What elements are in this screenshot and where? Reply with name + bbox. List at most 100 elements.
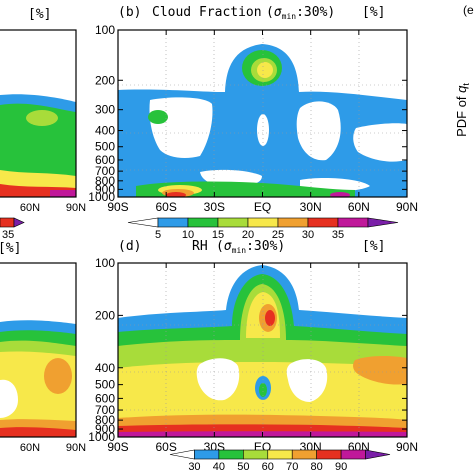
ytick-label: 800 (95, 413, 115, 427)
panel-c: [%] 60N 90N (0, 241, 86, 454)
panel-b-contour-30 (166, 192, 186, 197)
colorbar-label: 50 (237, 461, 249, 473)
colorbar-label: 90 (335, 461, 347, 473)
panel-c-xtick-60n: 60N (20, 442, 40, 454)
panel-a-yellow-green-blob (26, 110, 58, 126)
panel-a-xtick-60n: 60N (20, 202, 40, 214)
panel-d-hole-center-inner (259, 383, 267, 397)
panel-b-hole-right (296, 101, 341, 161)
panel-a-units: [%] (28, 7, 51, 22)
panel-c-xtick-90n: 90N (66, 442, 86, 454)
panel-e-ylabel-sub: t (461, 83, 471, 86)
ytick-label: 200 (95, 308, 115, 322)
ytick-label: 400 (95, 361, 115, 375)
panel-e-ylabel-text: PDF of (454, 93, 469, 137)
ytick-label: 900 (95, 422, 115, 436)
colorbar-label: 10 (182, 229, 194, 241)
ytick-label: 800 (95, 174, 115, 188)
panel-a-colorbar: 35 (0, 217, 25, 241)
panel-d-colorbar: 30 40 50 60 70 80 90 (169, 449, 391, 473)
panel-d-label: (d) (118, 239, 141, 254)
colorbar-label: 70 (286, 461, 298, 473)
colorbar-high-triangle (367, 217, 399, 228)
colorbar-label: 30 (302, 229, 314, 241)
ytick-label: 500 (95, 378, 115, 392)
colorbar-swatch (218, 449, 244, 460)
colorbar-swatch (291, 449, 317, 460)
panel-e-label: (e (463, 3, 474, 17)
panel-a-green-field (0, 103, 76, 182)
ytick-label: 900 (95, 182, 115, 196)
xtick-label: 30N (300, 200, 322, 214)
panel-b-sigma-symbol: σ (274, 5, 282, 20)
colorbar-label: 35 (332, 229, 344, 241)
xtick-label: 90N (396, 200, 418, 214)
panel-a-frame (0, 29, 77, 198)
panel-b-units: [%] (362, 5, 385, 20)
ytick-label: 400 (95, 124, 115, 138)
ytick-label: 200 (95, 73, 115, 87)
panel-d-hole-right (286, 359, 328, 402)
panel-c-red-band (0, 427, 76, 437)
panel-b-sigma: (σmin:30%) (266, 5, 335, 21)
panel-d-contour-70-right (353, 356, 407, 385)
ytick-label: 100 (95, 23, 115, 37)
panel-d-sigma-sub: min (232, 246, 247, 255)
colorbar-swatch (187, 217, 219, 228)
xtick-label: 90S (107, 440, 128, 454)
colorbar-swatch (267, 449, 293, 460)
colorbar-label: 60 (262, 461, 274, 473)
panel-a: [%] 60N 90N 35 (0, 7, 86, 241)
ytick-label: 100 (95, 256, 115, 270)
colorbar-label: 40 (213, 461, 225, 473)
colorbar-swatch (277, 217, 309, 228)
panel-b-contour-20-top (257, 62, 273, 78)
xtick-label: 90S (107, 200, 128, 214)
ytick-label: 500 (95, 140, 115, 154)
panel-d-contour-80-top (265, 310, 275, 326)
colorbar-label: 20 (242, 229, 254, 241)
panel-e-ylabel-var: q (454, 85, 469, 93)
panel-b-contour-10-left (148, 110, 168, 124)
panel-e: (e PDF of qt (454, 3, 474, 137)
panel-c-orange-blob (44, 358, 72, 394)
colorbar-low-triangle (127, 217, 159, 228)
panel-a-magenta-band (50, 190, 76, 197)
panel-a-xtick-90n: 90N (66, 202, 86, 214)
panel-b-label: (b) (118, 5, 141, 20)
panel-d-title: RH (192, 239, 208, 254)
ytick-label: 600 (95, 391, 115, 405)
xtick-label: 60S (155, 200, 176, 214)
panel-d-sigma: (σmin:30%) (216, 239, 285, 255)
colorbar-label: 25 (272, 229, 284, 241)
colorbar-swatch (340, 449, 366, 460)
panel-d-units: [%] (362, 239, 385, 254)
colorbar-swatch (243, 449, 269, 460)
panel-d-hole-left (196, 358, 240, 401)
panel-c-white-hole (0, 379, 18, 418)
colorbar-high-triangle (365, 449, 391, 460)
panel-c-units: [%] (0, 241, 21, 256)
panel-d-sigma-value: :30%) (246, 239, 285, 254)
colorbar-label: 5 (155, 229, 161, 241)
panel-b-grid (118, 30, 407, 197)
colorbar-label: 80 (311, 461, 323, 473)
panel-a-colorbar-label: 35 (2, 229, 14, 241)
colorbar-label: 30 (188, 461, 200, 473)
colorbar-swatch (316, 449, 342, 460)
ytick-label: 600 (95, 153, 115, 167)
panel-d-grid (118, 263, 407, 437)
colorbar-swatch (157, 217, 189, 228)
colorbar-swatch (247, 217, 279, 228)
ytick-label: 1000 (88, 430, 115, 444)
ytick-label: 700 (95, 164, 115, 178)
xtick-label: 30S (204, 200, 225, 214)
ytick-label: 1000 (88, 190, 115, 204)
xtick-label: 90N (396, 440, 418, 454)
panel-c-frame (0, 262, 77, 438)
panel-b-contour-35 (330, 192, 350, 197)
